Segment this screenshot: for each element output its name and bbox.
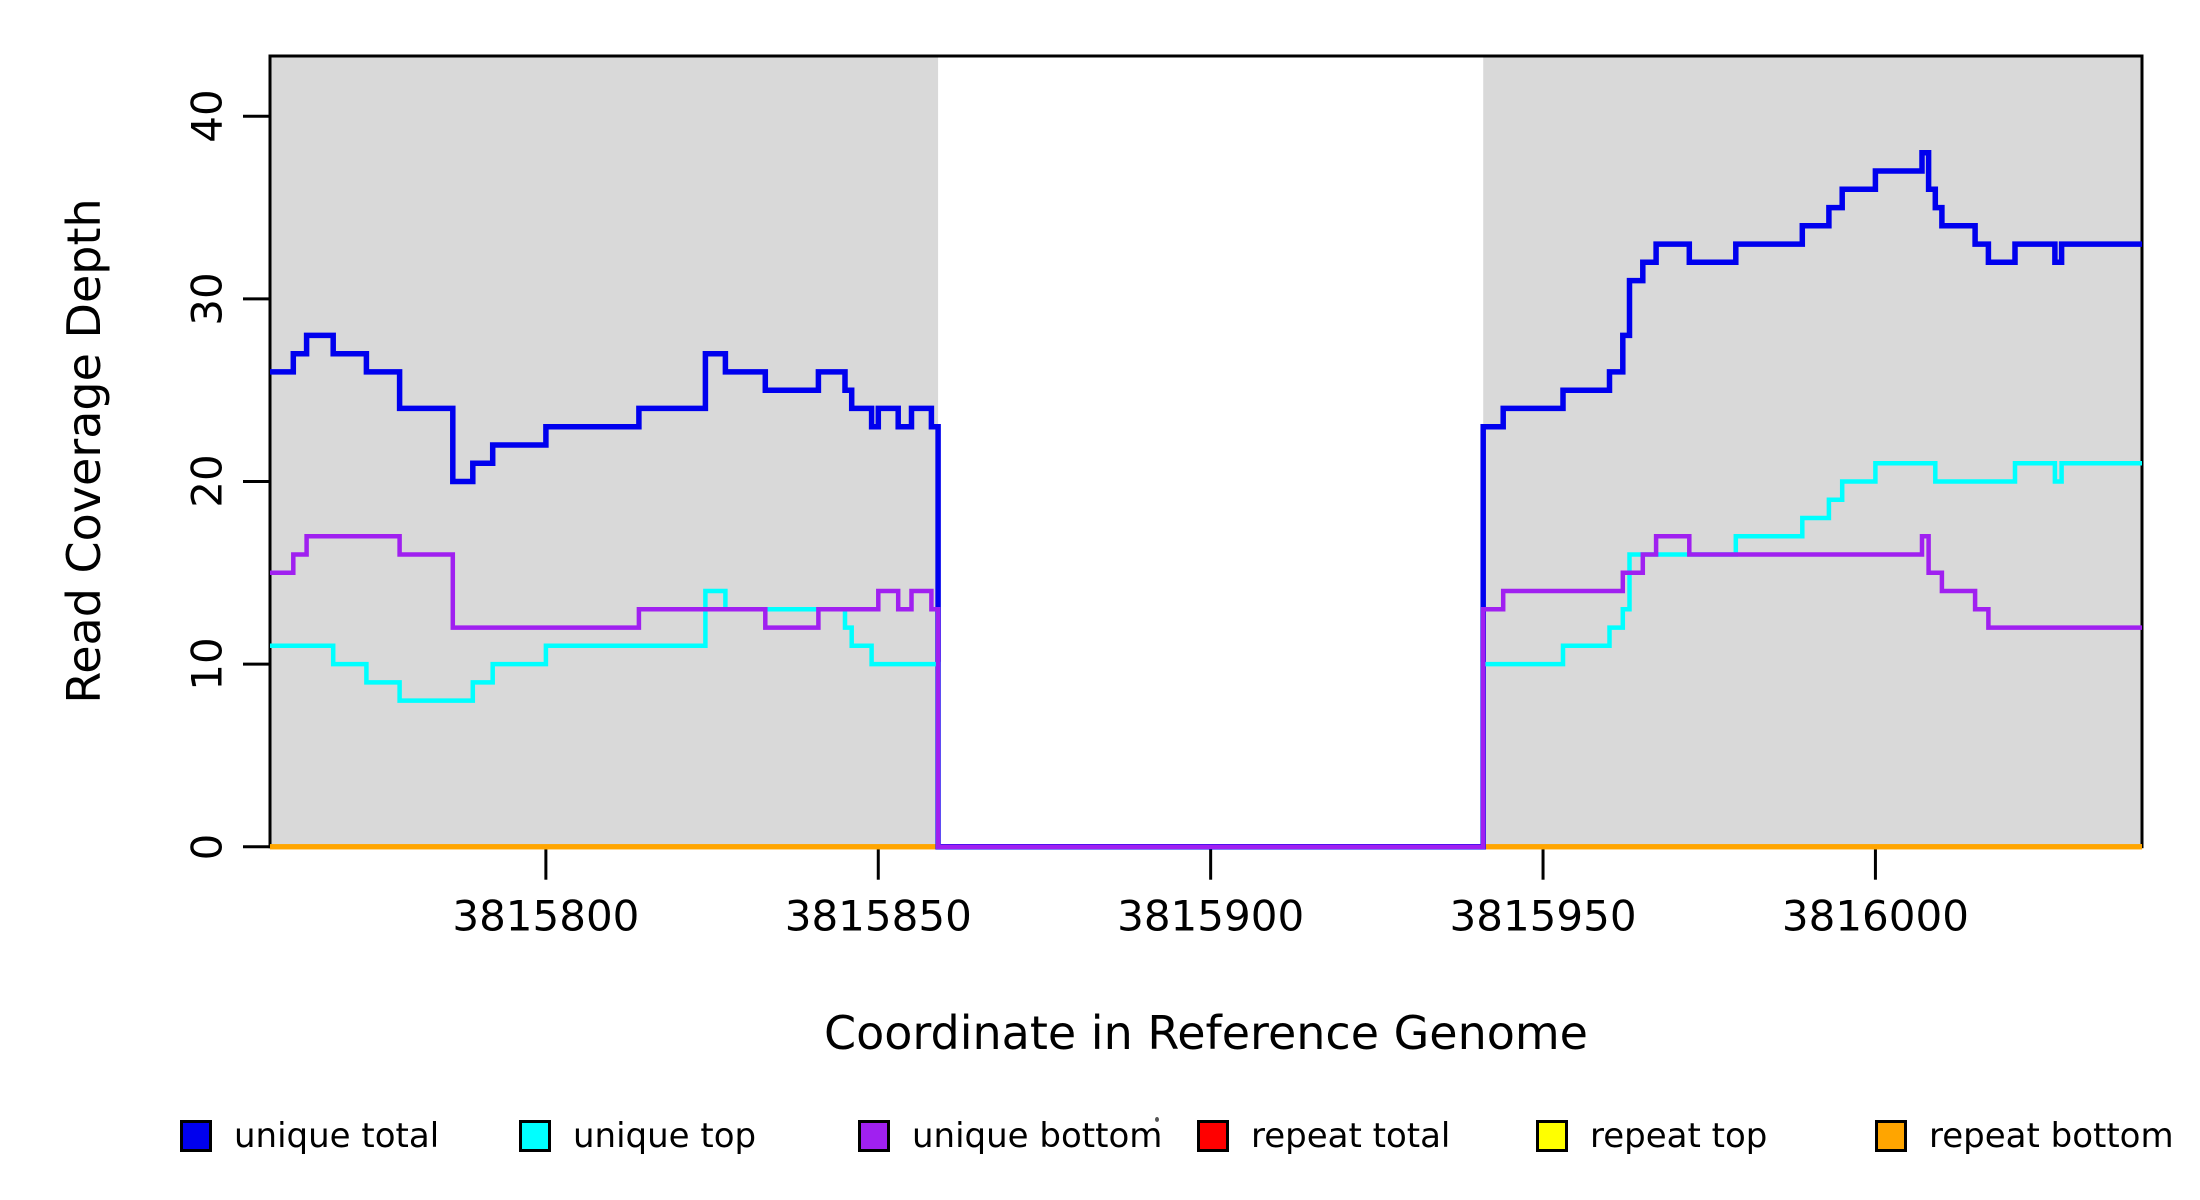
legend-swatch-repeat-top xyxy=(1536,1120,1568,1152)
legend-label-repeat-top: repeat top xyxy=(1590,1116,1768,1156)
y-tick-label: 0 xyxy=(182,833,232,861)
legend-label-repeat-total: repeat total xyxy=(1251,1116,1451,1156)
series-unique-bottom-line xyxy=(270,534,2142,849)
x-tick-label: 3815950 xyxy=(1449,891,1637,941)
legend-item-unique-bottom: unique bottom xyxy=(858,1106,1162,1166)
y-tick-label: 30 xyxy=(182,272,232,326)
legend-item-unique-top: unique top xyxy=(519,1106,756,1166)
x-tick-label: 3815900 xyxy=(1117,891,1305,941)
legend-label-unique-total: unique total xyxy=(234,1116,440,1156)
legend-swatch-unique-top xyxy=(519,1120,551,1152)
legend-swatch-repeat-bottom xyxy=(1875,1120,1907,1152)
y-tick-label: 40 xyxy=(182,89,232,143)
legend-swatch-repeat-total xyxy=(1197,1120,1229,1152)
left-covered-region xyxy=(270,56,939,847)
legend-label-repeat-bottom: repeat bottom xyxy=(1929,1116,2174,1156)
x-tick-label: 3815850 xyxy=(784,891,972,941)
series-unique-top-line xyxy=(270,460,2142,849)
legend-item-repeat-top: repeat top xyxy=(1536,1106,1767,1166)
y-tick-label: 10 xyxy=(182,637,232,691)
legend-swatch-unique-bottom xyxy=(858,1120,890,1152)
stray-mark xyxy=(1155,1117,1159,1122)
legend-item-repeat-bottom: repeat bottom xyxy=(1875,1106,2174,1166)
legend-item-repeat-total: repeat total xyxy=(1197,1106,1450,1166)
y-tick-label: 20 xyxy=(182,454,232,509)
legend-label-unique-top: unique top xyxy=(573,1116,757,1156)
legend-label-unique-bottom: unique bottom xyxy=(912,1116,1163,1156)
x-axis-title: Coordinate in Reference Genome xyxy=(824,1006,1588,1060)
right-covered-region xyxy=(1483,56,2142,847)
legend-item-unique-total: unique total xyxy=(180,1106,439,1166)
x-tick-label: 3815800 xyxy=(452,891,640,941)
legend-swatch-unique-total xyxy=(180,1120,212,1152)
legend: unique total unique top unique bottom repea… xyxy=(0,1106,2200,1166)
y-axis-title: Read Coverage Depth xyxy=(57,198,111,704)
x-tick-label: 3816000 xyxy=(1781,891,1969,941)
